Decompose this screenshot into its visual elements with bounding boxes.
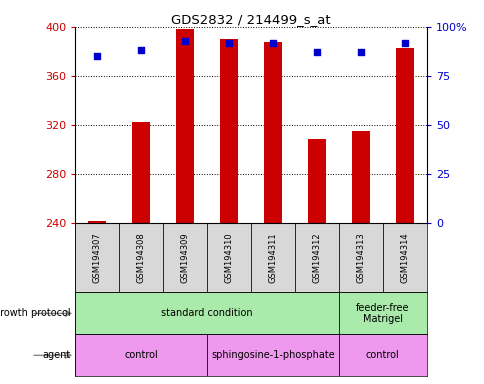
Point <box>269 40 276 46</box>
Point <box>400 40 408 46</box>
Bar <box>75 334 207 376</box>
Bar <box>338 223 382 293</box>
Bar <box>351 131 369 223</box>
Text: standard condition: standard condition <box>161 308 252 318</box>
Bar <box>338 334 426 376</box>
Text: sphingosine-1-phosphate: sphingosine-1-phosphate <box>211 350 334 360</box>
Point <box>225 40 232 46</box>
Point <box>181 38 189 44</box>
Text: GSM194307: GSM194307 <box>92 232 102 283</box>
Bar <box>88 221 106 223</box>
Bar <box>264 41 281 223</box>
Point <box>312 49 320 55</box>
Text: GSM194314: GSM194314 <box>399 232 408 283</box>
Text: GSM194308: GSM194308 <box>136 232 145 283</box>
Text: GSM194313: GSM194313 <box>356 232 364 283</box>
Text: GSM194310: GSM194310 <box>224 232 233 283</box>
Bar <box>294 223 338 293</box>
Text: control: control <box>124 350 158 360</box>
Bar <box>382 223 426 293</box>
Point <box>137 47 145 53</box>
Text: GSM194311: GSM194311 <box>268 232 277 283</box>
Bar <box>220 39 237 223</box>
Point <box>356 49 364 55</box>
Bar <box>207 223 251 293</box>
Text: control: control <box>365 350 399 360</box>
Text: GSM194309: GSM194309 <box>180 232 189 283</box>
Text: growth protocol: growth protocol <box>0 308 70 318</box>
Text: feeder-free
Matrigel: feeder-free Matrigel <box>355 303 409 324</box>
Bar <box>119 223 163 293</box>
Text: agent: agent <box>42 350 70 360</box>
Bar <box>207 334 338 376</box>
Text: GSM194312: GSM194312 <box>312 232 321 283</box>
Bar <box>307 139 325 223</box>
Bar <box>163 223 207 293</box>
Bar <box>176 29 194 223</box>
Bar <box>395 48 413 223</box>
Title: GDS2832 / 214499_s_at: GDS2832 / 214499_s_at <box>171 13 330 26</box>
Bar <box>75 223 119 293</box>
Bar <box>338 293 426 334</box>
Bar <box>75 293 338 334</box>
Bar <box>251 223 294 293</box>
Bar <box>132 122 150 223</box>
Point <box>93 53 101 59</box>
